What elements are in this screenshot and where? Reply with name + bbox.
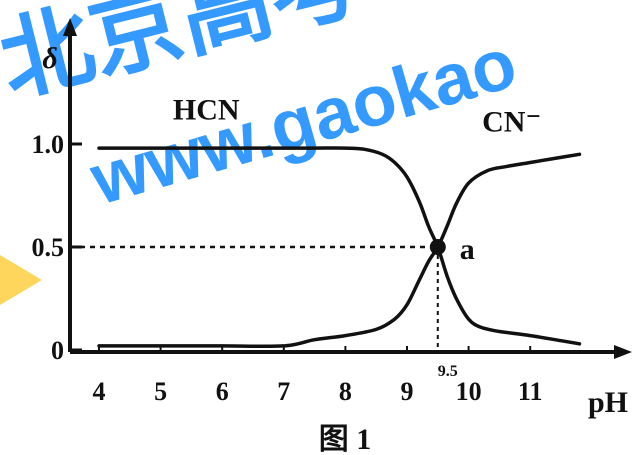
guides — [70, 245, 439, 352]
y-tick-label: 1.0 — [32, 130, 65, 159]
x-tick-label: 9 — [401, 377, 414, 406]
x-axis-label: pH — [588, 386, 628, 419]
y-axis-arrowhead — [63, 18, 77, 36]
x-tick-label: 6 — [216, 377, 229, 406]
x-tick-label: 7 — [277, 377, 290, 406]
y-tick-label: 0 — [51, 336, 64, 365]
point-a-marker — [429, 239, 446, 255]
series-label-cn: CN⁻ — [482, 106, 541, 139]
x-tick-label: 11 — [518, 377, 543, 406]
chart-caption: 图 1 — [319, 423, 372, 455]
x-tick-label: 8 — [339, 377, 352, 406]
watermark-arrow — [0, 255, 42, 305]
y-axis-label: δ — [42, 42, 57, 75]
x-tick-label: 4 — [93, 377, 106, 406]
x-tick-label: 5 — [154, 377, 167, 406]
x-tick-label: 10 — [456, 377, 482, 406]
series-line-hcn — [97, 146, 582, 346]
watermark: 北京高考 www.gaokao — [0, 0, 525, 305]
x-marker-label: 9.5 — [438, 363, 458, 380]
point-a-label: a — [460, 233, 475, 266]
series-group: HCN CN⁻ — [97, 93, 582, 349]
series-line-cn — [97, 152, 582, 349]
x-axis-arrowhead — [614, 345, 632, 359]
annotations: a 9.5 — [429, 233, 475, 380]
y-tick-label: 0.5 — [32, 233, 65, 262]
series-label-hcn: HCN — [173, 93, 240, 126]
